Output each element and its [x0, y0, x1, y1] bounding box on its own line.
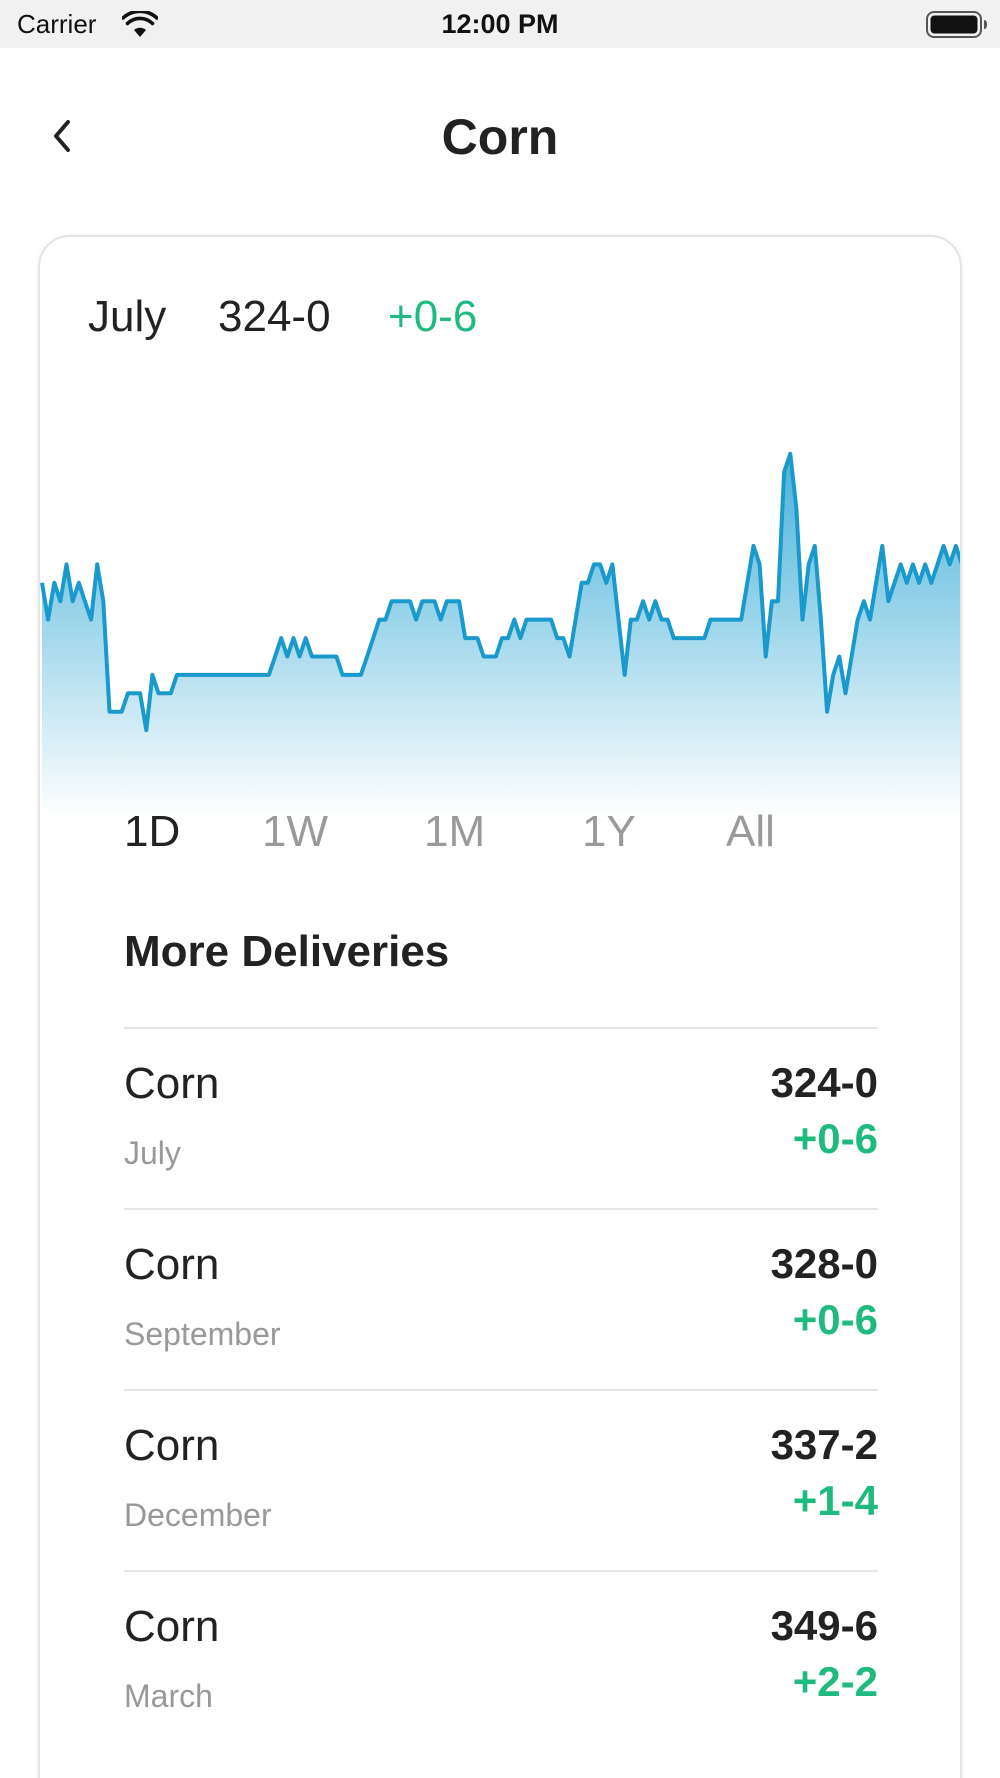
delivery-month: July: [124, 1135, 181, 1171]
status-bar: Carrier 12:00 PM: [0, 0, 1000, 48]
price-chart[interactable]: [40, 407, 962, 1007]
delivery-change: +2-2: [792, 1658, 878, 1705]
delivery-change: +0-6: [792, 1115, 878, 1162]
carrier-label: Carrier: [17, 9, 97, 39]
list-item[interactable]: Corn July 324-0 +0-6: [124, 1027, 878, 1208]
list-item[interactable]: Corn September 328-0 +0-6: [124, 1208, 878, 1389]
delivery-change: +1-4: [792, 1477, 878, 1524]
back-button[interactable]: [44, 112, 84, 160]
page-title: Corn: [441, 109, 559, 165]
range-selector: 1D 1W 1M 1Y All: [40, 807, 960, 867]
chart-series-line: [40, 451, 960, 733]
delivery-month: March: [124, 1678, 213, 1714]
delivery-price: 324-0: [770, 1059, 878, 1106]
quote-price: 324-0: [218, 292, 331, 341]
delivery-month: December: [124, 1497, 272, 1533]
delivery-list: Corn July 324-0 +0-6 Corn September 328-0 +0-6 C…: [124, 1027, 878, 1751]
delivery-name: Corn: [124, 1240, 220, 1289]
range-tab-1y[interactable]: 1Y: [582, 807, 636, 856]
section-title: More Deliveries: [124, 927, 450, 976]
delivery-name: Corn: [124, 1059, 220, 1108]
range-tab-all[interactable]: All: [726, 807, 775, 856]
status-time: 12:00 PM: [441, 9, 559, 39]
wifi-icon: [122, 11, 158, 37]
chevron-left-icon: [54, 120, 70, 152]
delivery-price: 328-0: [770, 1240, 878, 1287]
quote-card: July 324-0 +0-6 1D 1W 1M 1Y All More Deliver…: [38, 235, 962, 1778]
range-tab-1d[interactable]: 1D: [124, 807, 181, 856]
delivery-price: 337-2: [770, 1421, 878, 1468]
chart-area-fill: [42, 453, 960, 817]
delivery-change: +0-6: [792, 1296, 878, 1343]
range-tab-1m[interactable]: 1M: [424, 807, 486, 856]
delivery-name: Corn: [124, 1421, 220, 1470]
quote-change: +0-6: [388, 292, 478, 341]
range-tab-1w[interactable]: 1W: [262, 807, 328, 856]
delivery-price: 349-6: [770, 1602, 878, 1649]
delivery-name: Corn: [124, 1602, 220, 1651]
delivery-month: September: [124, 1316, 281, 1352]
battery-icon: [926, 11, 987, 38]
list-item[interactable]: Corn March 349-6 +2-2: [124, 1570, 878, 1751]
quote-month: July: [88, 292, 167, 341]
list-item[interactable]: Corn December 337-2 +1-4: [124, 1389, 878, 1570]
